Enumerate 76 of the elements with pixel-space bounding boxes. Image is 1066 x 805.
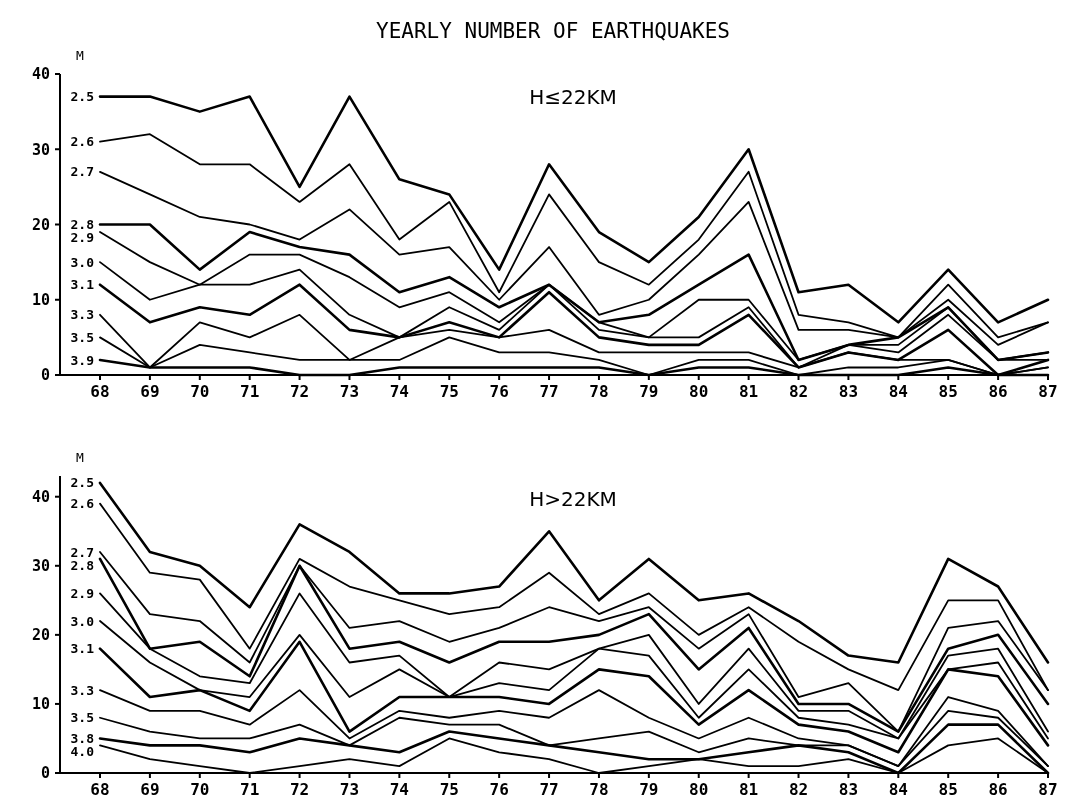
x-tick-label: 87 [1038,382,1058,401]
x-tick-label: 85 [938,382,958,401]
series-label: 3.5 [70,329,94,345]
y-tick-label: 40 [31,65,50,84]
y-tick-label: 30 [31,140,50,159]
y-tick-label: 10 [31,695,50,714]
series-label: 3.3 [70,682,94,698]
x-tick-label: 87 [1038,780,1058,799]
x-tick-label: 70 [190,382,210,401]
legend-title: M [76,450,85,465]
legend-title: M [76,48,85,63]
y-tick-label: 0 [40,764,50,783]
x-tick-label: 86 [988,780,1008,799]
y-tick-label: 20 [31,215,50,234]
series-label: 3.3 [70,307,94,323]
y-tick-label: 0 [40,366,50,385]
x-tick-label: 84 [888,780,908,799]
y-tick-label: 10 [31,291,50,309]
x-tick-label: 72 [289,382,310,401]
series-label: 3.0 [70,254,95,270]
x-tick-label: 85 [938,780,958,799]
y-tick-label: 20 [31,626,50,645]
x-tick-label: 71 [240,382,260,401]
x-tick-label: 72 [289,780,310,799]
series-label: 3.5 [70,710,94,726]
series-label: 2.9 [70,585,94,601]
x-tick-label: 74 [389,780,409,799]
series-label: 2.7 [70,164,94,180]
x-tick-label: 71 [240,780,260,799]
series-label: 4.0 [70,744,95,760]
x-tick-label: 79 [639,382,659,401]
x-tick-label: 84 [888,382,908,401]
x-tick-label: 81 [739,382,759,401]
x-tick-label: 77 [539,780,559,799]
x-tick-label: 82 [788,780,809,799]
x-tick-label: 81 [739,780,759,799]
x-tick-label: 74 [389,382,409,401]
x-tick-label: 75 [439,780,459,799]
series-label: 2.8 [70,557,95,573]
x-tick-label: 80 [689,382,709,401]
x-tick-label: 80 [689,780,709,799]
series-label: 3.8 [70,731,95,747]
y-tick-label: 40 [31,487,50,506]
x-tick-label: 83 [838,382,859,401]
text: H>22KM [529,487,617,511]
series-label: 2.8 [70,217,95,233]
series-label: 3.1 [70,277,95,293]
x-tick-label: 86 [988,382,1008,401]
series-label: 2.7 [70,544,94,560]
x-tick-label: 70 [190,780,210,799]
series-label: 3.1 [70,641,95,657]
x-tick-label: 79 [639,780,659,799]
text: H≤22KM [529,85,617,109]
series-label: 2.5 [70,475,94,491]
series-label: 3.9 [70,352,94,368]
x-tick-label: 82 [788,382,809,401]
y-tick-label: 30 [31,557,50,576]
x-tick-label: 69 [140,780,160,799]
x-tick-label: 75 [439,382,459,401]
x-tick-label: 68 [90,382,110,401]
series-label: 2.5 [70,89,94,105]
x-tick-label: 73 [339,780,360,799]
series-label: 2.9 [70,230,94,246]
series-label: 3.0 [70,613,95,629]
series-label: 2.6 [70,496,95,512]
x-tick-label: 76 [489,780,509,799]
series-label: 2.6 [70,134,95,150]
x-tick-label: 77 [539,382,559,401]
chart-title: YEARLY NUMBER OF EARTHQUAKES [375,19,731,43]
x-tick-label: 73 [339,382,360,401]
x-tick-label: 78 [589,780,609,799]
x-tick-label: 69 [140,382,160,401]
x-tick-label: 78 [589,382,609,401]
x-tick-label: 76 [489,382,509,401]
x-tick-label: 68 [90,780,110,799]
x-tick-label: 83 [838,780,859,799]
